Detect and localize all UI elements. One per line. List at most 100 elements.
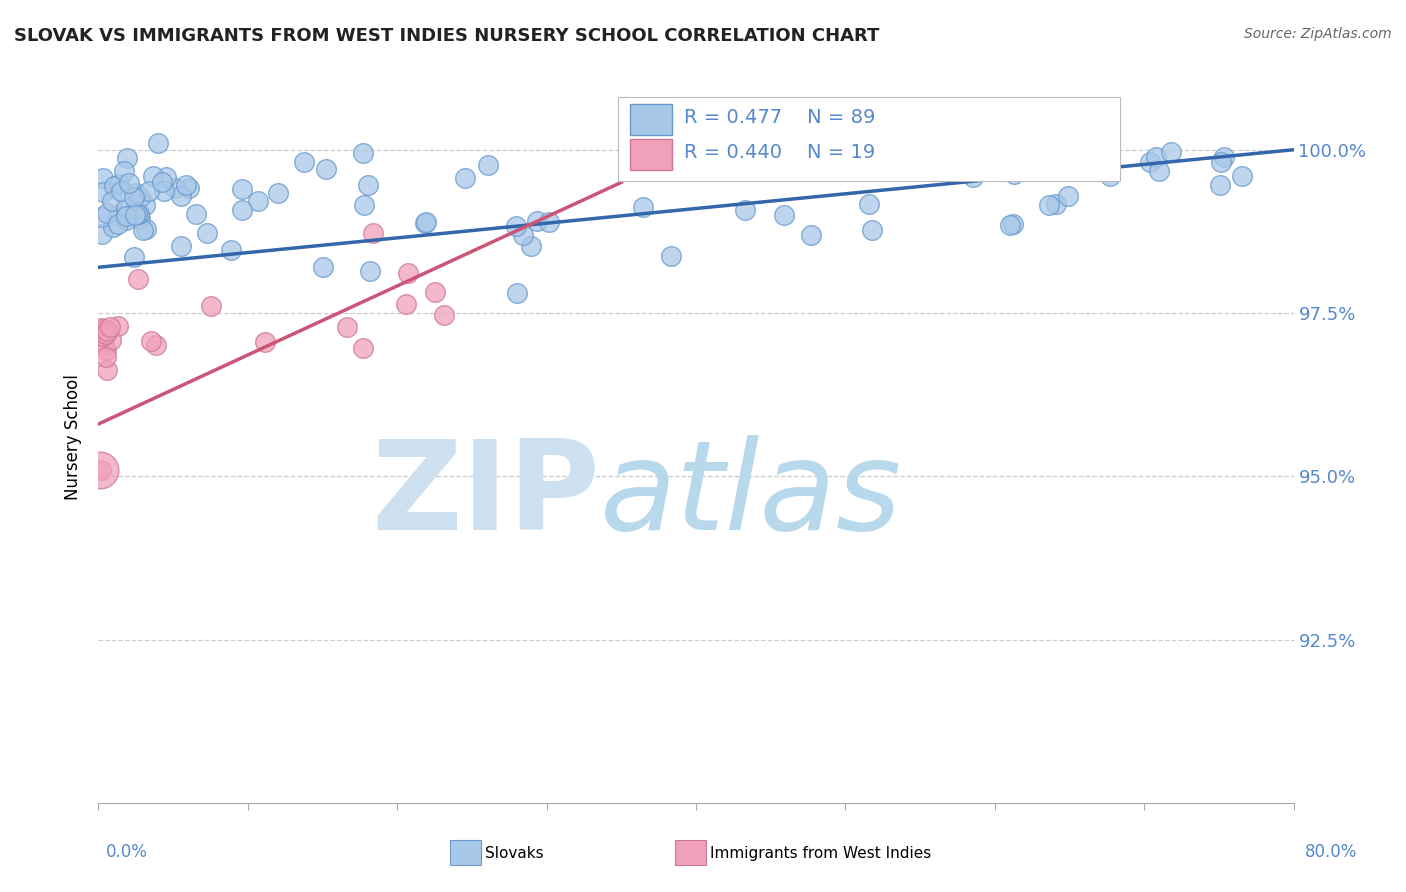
Point [142, 169, 165, 183]
Point [772, 209, 794, 223]
Point [315, 162, 337, 177]
Point [1209, 178, 1232, 192]
Point [131, 223, 153, 237]
Point [90, 211, 112, 225]
Point [1230, 169, 1253, 183]
Point [1056, 188, 1078, 202]
Point [96, 205, 118, 219]
Point [90, 320, 112, 334]
Point [98, 320, 122, 334]
Point [477, 158, 499, 172]
Text: Immigrants from West Indies: Immigrants from West Indies [710, 847, 931, 861]
Point [659, 249, 682, 263]
Point [200, 299, 222, 313]
Point [1160, 145, 1182, 160]
Point [254, 334, 277, 349]
Point [134, 197, 156, 211]
Point [101, 220, 124, 235]
Text: atlas: atlas [600, 435, 903, 556]
Point [433, 308, 456, 322]
Point [311, 260, 333, 275]
Point [93, 322, 115, 336]
Point [107, 319, 129, 334]
Point [89, 463, 111, 477]
Point [184, 206, 207, 220]
Point [352, 341, 374, 355]
Point [91, 329, 114, 343]
Point [1000, 218, 1022, 232]
Point [395, 296, 418, 310]
Point [858, 197, 880, 211]
Point [247, 194, 270, 208]
Text: SLOVAK VS IMMIGRANTS FROM WEST INDIES NURSERY SCHOOL CORRELATION CHART: SLOVAK VS IMMIGRANTS FROM WEST INDIES NU… [14, 27, 879, 45]
Point [512, 228, 534, 243]
Point [135, 222, 157, 236]
FancyBboxPatch shape [619, 97, 1121, 181]
Point [1146, 149, 1168, 163]
Point [118, 176, 141, 190]
Point [94, 326, 117, 341]
Point [353, 198, 375, 212]
Point [1001, 217, 1024, 231]
Point [1139, 154, 1161, 169]
Point [231, 202, 253, 217]
Text: R = 0.477    N = 89: R = 0.477 N = 89 [685, 108, 876, 127]
Point [127, 207, 149, 221]
Point [107, 177, 129, 191]
Point [129, 211, 152, 226]
Point [1043, 160, 1066, 174]
Point [413, 216, 436, 230]
Point [96, 351, 118, 365]
Point [860, 223, 883, 237]
Point [124, 208, 146, 222]
Point [96, 363, 118, 377]
Point [800, 227, 823, 242]
Point [994, 144, 1017, 158]
Point [526, 214, 548, 228]
Point [336, 320, 359, 334]
Point [361, 226, 384, 240]
Point [1050, 145, 1073, 159]
Point [962, 169, 984, 184]
Point [1045, 197, 1067, 211]
Point [115, 209, 138, 223]
Point [195, 226, 218, 240]
Point [125, 186, 148, 201]
Point [94, 343, 117, 358]
Point [114, 201, 136, 215]
Point [152, 175, 174, 189]
Point [1209, 155, 1232, 169]
Point [219, 243, 242, 257]
Point [124, 190, 146, 204]
Point [631, 200, 654, 214]
Point [1147, 163, 1170, 178]
Point [122, 203, 145, 218]
Point [352, 145, 374, 160]
Point [454, 171, 477, 186]
Point [292, 154, 315, 169]
Point [1098, 169, 1121, 183]
Point [266, 186, 288, 201]
Point [128, 207, 150, 221]
Point [423, 285, 446, 299]
Point [415, 214, 437, 228]
Point [153, 184, 176, 198]
Point [114, 164, 136, 178]
Point [148, 136, 170, 151]
Point [520, 239, 543, 253]
Point [506, 286, 529, 301]
Point [145, 338, 167, 352]
Point [124, 250, 146, 264]
Point [115, 212, 138, 227]
Point [734, 202, 756, 217]
Bar [630, 104, 672, 135]
Point [127, 272, 149, 286]
Point [138, 184, 160, 198]
Point [105, 207, 128, 221]
Text: R = 0.440    N = 19: R = 0.440 N = 19 [685, 143, 876, 162]
Point [96, 324, 118, 338]
Text: 0.0%: 0.0% [105, 843, 148, 861]
Point [396, 266, 419, 280]
Text: Source: ZipAtlas.com: Source: ZipAtlas.com [1244, 27, 1392, 41]
Point [231, 182, 253, 196]
